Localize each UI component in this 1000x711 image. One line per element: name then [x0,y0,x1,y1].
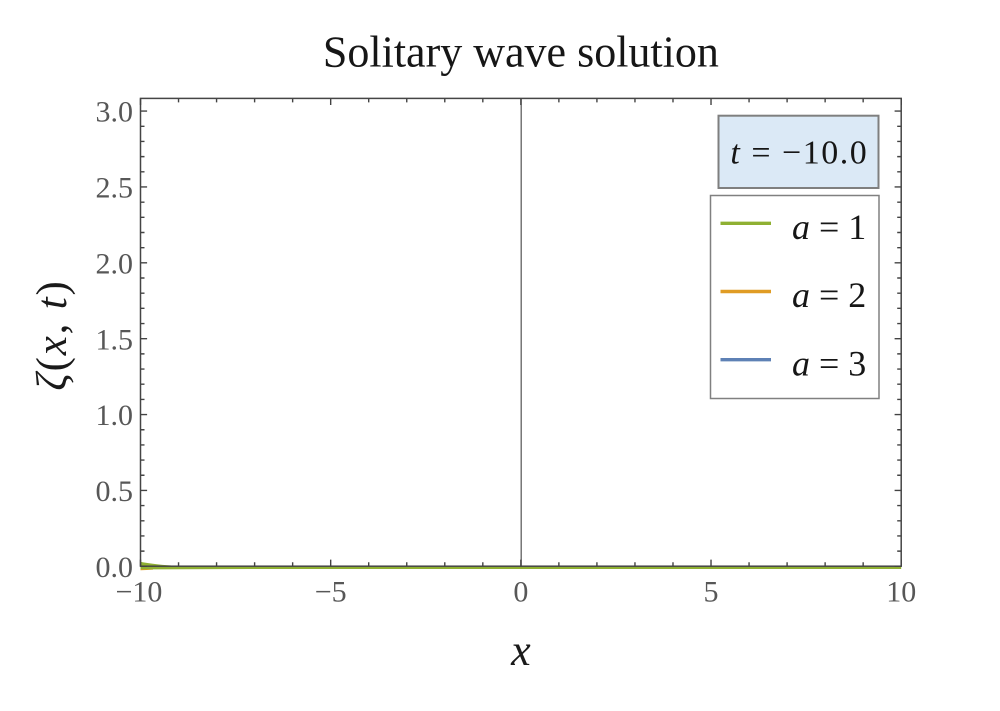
svg-text:2.0: 2.0 [96,247,134,280]
svg-text:10: 10 [886,576,916,609]
svg-text:ζ(x, t): ζ(x, t) [29,279,76,390]
svg-text:−5: −5 [315,576,347,609]
svg-text:2.5: 2.5 [96,172,134,205]
svg-text:0.5: 0.5 [96,475,134,508]
svg-text:Solitary wave solution: Solitary wave solution [323,28,719,77]
svg-text:1.0: 1.0 [96,399,134,432]
svg-text:1.5: 1.5 [96,323,134,356]
svg-text:t = −10.0: t = −10.0 [730,135,868,172]
svg-text:5: 5 [704,576,719,609]
svg-text:3.0: 3.0 [96,96,134,129]
svg-text:a = 2: a = 2 [792,275,866,315]
svg-text:−10: −10 [115,576,162,609]
svg-text:a = 1: a = 1 [792,207,866,247]
svg-text:x: x [510,626,531,675]
svg-text:a = 3: a = 3 [792,343,866,383]
svg-text:0.0: 0.0 [96,551,134,584]
svg-text:0: 0 [513,576,528,609]
